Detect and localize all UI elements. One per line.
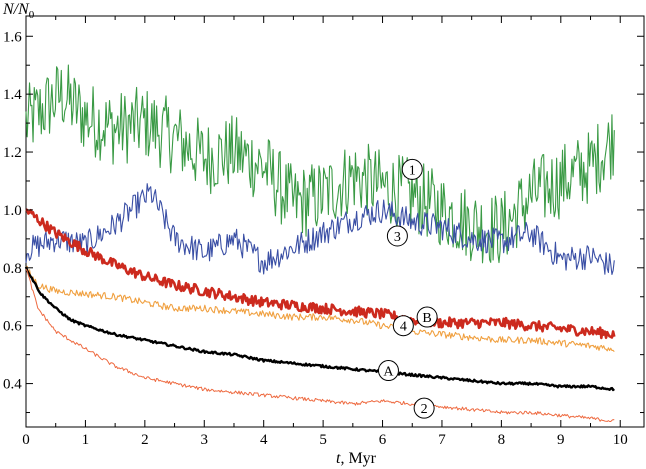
x-tick-label-3: 3 [201,432,209,448]
series-marker-circle [413,397,435,419]
series-marker-A: A [377,360,399,382]
annotations-layer: 1 3 B4 A 2 [377,158,438,419]
x-tick-label-6: 6 [379,432,387,448]
series-marker-B: B [416,306,438,328]
series-marker-circle [386,225,408,247]
series-1-line [25,64,615,264]
y-tick-label-1.0: 1.0 [3,203,22,219]
ticks-layer: 0 1 2 3 4 5 6 7 8 9 10 0.4 0.6 0.8 1.0 1.2 1.4 1.6 [3,16,644,448]
x-tick-label-9: 9 [557,432,565,448]
series-layer [24,64,616,422]
series-marker-label: A [383,365,394,380]
plot-frame [25,15,645,428]
series-marker-3: 3 [386,225,408,247]
series-marker-4: 4 [392,315,414,337]
series-marker-1: 1 [401,158,423,180]
series-marker-circle [401,158,423,180]
series-marker-circle [416,306,438,328]
series-3-line [25,183,615,275]
x-axis-label: t, Myr [336,450,377,467]
x-tick-label-7: 7 [438,432,446,448]
x-tick-label-10: 10 [613,432,628,448]
series-4-line [25,265,615,353]
y-tick-label-0.6: 0.6 [3,319,22,335]
series-marker-circle [377,360,399,382]
series-marker-label: 2 [421,402,428,417]
x-tick-label-8: 8 [498,432,506,448]
series-marker-label: 3 [394,230,401,245]
y-tick-label-1.2: 1.2 [3,145,22,161]
x-tick-label-5: 5 [319,432,327,448]
series-marker-circle [392,315,414,337]
y-tick-label-0.8: 0.8 [3,261,22,277]
y-axis-label: N/N0 [2,1,35,21]
series-marker-label: 4 [400,320,407,335]
series-marker-label: 1 [409,163,416,178]
series-B-line [25,208,616,340]
series-2-line [25,268,615,422]
x-tick-label-1: 1 [82,432,90,448]
series-marker-2: 2 [413,397,435,419]
x-tick-label-2: 2 [141,432,149,448]
x-tick-label-4: 4 [260,432,268,448]
x-tick-label-0: 0 [22,432,30,448]
y-tick-label-1.6: 1.6 [3,29,22,45]
series-A-line [24,266,616,392]
y-tick-label-0.4: 0.4 [3,377,22,393]
y-tick-label-1.4: 1.4 [3,87,22,103]
series-marker-label: B [422,311,431,326]
